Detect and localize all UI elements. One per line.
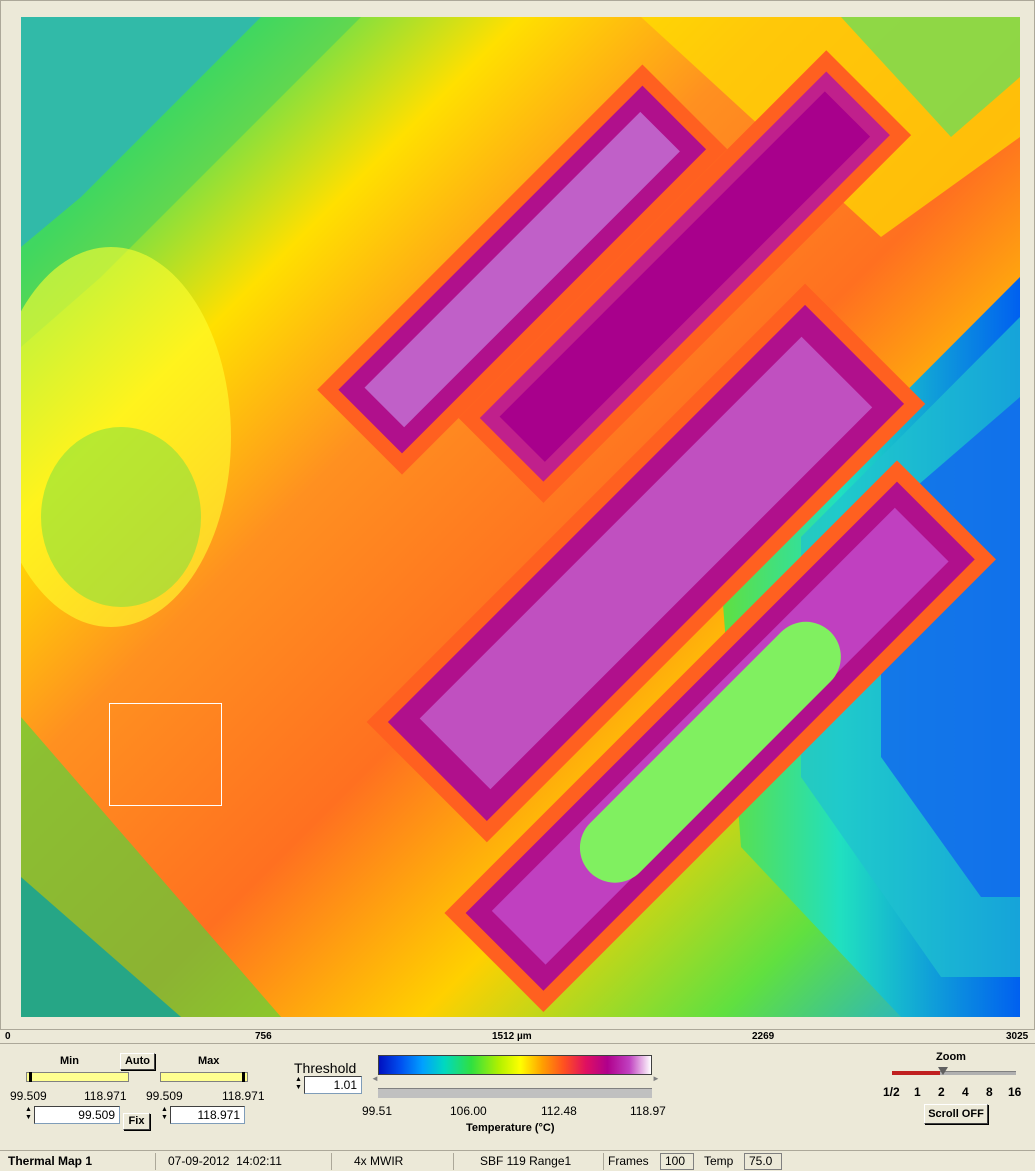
scale-tick: 756 xyxy=(255,1031,272,1042)
scroll-toggle-button[interactable]: Scroll OFF xyxy=(924,1104,988,1124)
thermal-map-graphic xyxy=(21,17,1020,1017)
min-range-low: 99.509 xyxy=(10,1089,47,1103)
frames-label: Frames xyxy=(608,1154,649,1168)
min-range-slider[interactable] xyxy=(26,1072,129,1082)
max-slider-thumb[interactable] xyxy=(242,1072,245,1082)
threshold-field[interactable]: 1.01 xyxy=(304,1076,362,1094)
objective: 4x MWIR xyxy=(332,1153,454,1170)
colorbar-tick: 112.48 xyxy=(541,1104,577,1118)
colorbar-tick: 99.51 xyxy=(362,1104,392,1118)
threshold-label: Threshold xyxy=(294,1060,356,1076)
thermal-image-frame xyxy=(0,0,1035,1030)
min-range-high: 118.971 xyxy=(84,1089,127,1103)
zoom-level[interactable]: 1 xyxy=(914,1085,921,1099)
zoom-slider-thumb[interactable] xyxy=(938,1067,948,1075)
max-value-field[interactable]: 118.971 xyxy=(170,1106,245,1124)
colorbar-tick: 106.00 xyxy=(450,1104,487,1118)
scale-tick: 2269 xyxy=(752,1031,774,1042)
temp-label: Temp xyxy=(700,1153,740,1170)
zoom-level[interactable]: 4 xyxy=(962,1085,969,1099)
date: 07-09-2012 xyxy=(168,1154,229,1168)
scale-tick: 1512 µm xyxy=(492,1031,532,1042)
temperature-colorbar xyxy=(378,1055,652,1075)
min-value-field[interactable]: 99.509 xyxy=(34,1106,120,1124)
scale-tick: 0 xyxy=(5,1031,11,1042)
zoom-level[interactable]: 2 xyxy=(938,1085,945,1099)
min-label: Min xyxy=(60,1055,79,1067)
threshold-spinner[interactable]: ▲ ▼ xyxy=(294,1076,303,1094)
status-bar: Thermal Map 1 07-09-2012 14:02:11 4x MWI… xyxy=(0,1150,1035,1171)
time: 14:02:11 xyxy=(236,1154,282,1168)
zoom-label: Zoom xyxy=(936,1051,966,1063)
distance-scale: 0 756 1512 µm 2269 3025 xyxy=(0,1030,1035,1044)
max-range-slider[interactable] xyxy=(160,1072,248,1082)
thermal-map-image[interactable] xyxy=(21,17,1020,1017)
max-spinner[interactable]: ▲ ▼ xyxy=(160,1106,169,1124)
calibration: SBF 119 Range1 xyxy=(454,1153,604,1170)
frames-value: 100 xyxy=(660,1153,694,1170)
timestamp: 07-09-2012 14:02:11 xyxy=(156,1153,332,1170)
colorbar-left-arrow-icon[interactable]: ◄ xyxy=(371,1074,379,1083)
roi-selection-box[interactable] xyxy=(109,703,222,806)
scale-tick: 3025 xyxy=(1006,1031,1028,1042)
temp-value: 75.0 xyxy=(744,1153,782,1170)
min-spinner[interactable]: ▲ ▼ xyxy=(24,1106,33,1124)
threshold-range-bar[interactable] xyxy=(378,1088,652,1098)
auto-button[interactable]: Auto xyxy=(120,1053,155,1070)
fix-button[interactable]: Fix xyxy=(123,1113,150,1130)
colorbar-title: Temperature (°C) xyxy=(466,1122,555,1134)
zoom-level[interactable]: 8 xyxy=(986,1085,993,1099)
map-name: Thermal Map 1 xyxy=(0,1153,156,1170)
max-label: Max xyxy=(198,1055,219,1067)
colorbar-tick: 118.97 xyxy=(630,1104,666,1118)
zoom-level[interactable]: 1/2 xyxy=(883,1085,900,1099)
zoom-level[interactable]: 16 xyxy=(1008,1085,1021,1099)
max-range-high: 118.971 xyxy=(222,1089,265,1103)
min-slider-thumb[interactable] xyxy=(29,1072,32,1082)
colorbar-right-arrow-icon[interactable]: ► xyxy=(652,1074,660,1083)
zoom-slider-fill xyxy=(892,1071,940,1075)
max-range-low: 99.509 xyxy=(146,1089,183,1103)
